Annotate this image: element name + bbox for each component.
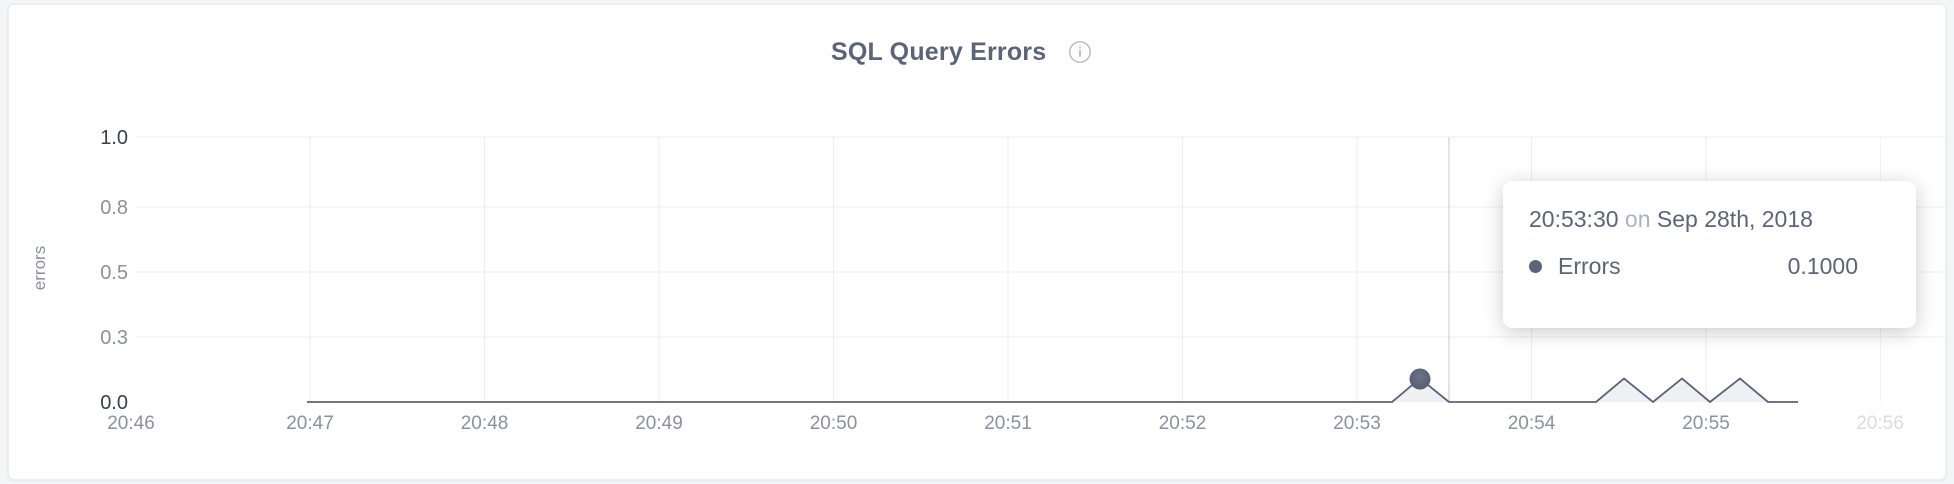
svg-text:0.5: 0.5 <box>100 262 128 284</box>
svg-text:20:53: 20:53 <box>1333 413 1381 434</box>
svg-text:20:55: 20:55 <box>1682 413 1730 434</box>
svg-text:0.3: 0.3 <box>100 327 128 349</box>
svg-text:20:48: 20:48 <box>461 413 509 434</box>
svg-text:20:51: 20:51 <box>984 413 1032 434</box>
svg-text:20:56: 20:56 <box>1856 413 1904 434</box>
svg-text:1.0: 1.0 <box>100 127 128 149</box>
svg-text:0.8: 0.8 <box>100 197 128 219</box>
svg-text:20:49: 20:49 <box>635 413 683 434</box>
svg-text:20:46: 20:46 <box>107 413 155 434</box>
svg-text:20:54: 20:54 <box>1508 413 1556 434</box>
svg-text:20:47: 20:47 <box>286 413 334 434</box>
svg-text:20:52: 20:52 <box>1159 413 1207 434</box>
svg-text:20:50: 20:50 <box>810 413 858 434</box>
svg-text:0.0: 0.0 <box>100 392 128 414</box>
